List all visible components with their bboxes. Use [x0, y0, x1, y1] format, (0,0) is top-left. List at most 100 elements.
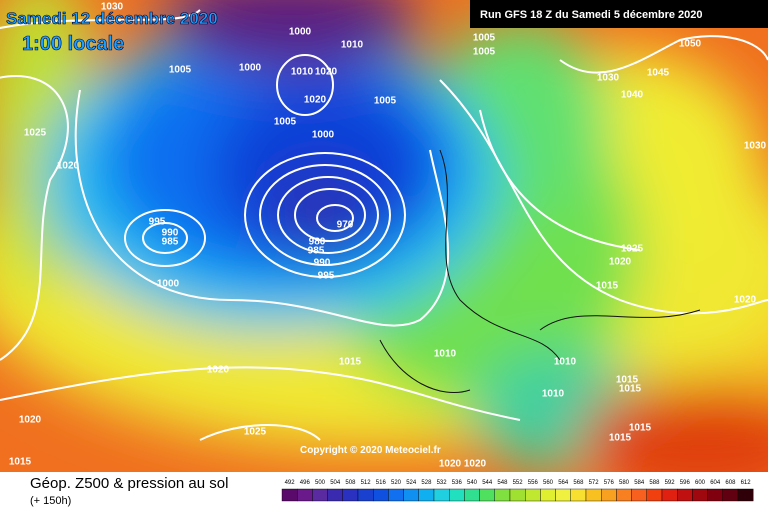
- isobar-label: 1015: [609, 433, 632, 444]
- isobar-label: 1005: [169, 65, 192, 76]
- isobar-label: 1020: [439, 459, 462, 470]
- isobar-label: 1030: [101, 2, 124, 13]
- scale-swatch: [373, 488, 389, 502]
- scale-swatch: [570, 488, 587, 502]
- isobar-label: 970: [337, 220, 354, 231]
- scale-label: 588: [649, 480, 660, 486]
- scale-label: 596: [680, 480, 691, 486]
- isobar-label: 980: [309, 237, 326, 248]
- run: Run GFS 18 Z du Samedi 5 décembre 2020: [480, 9, 703, 21]
- scale-label: 600: [695, 480, 706, 486]
- scale-swatch: [601, 488, 617, 502]
- scale-label: 580: [619, 480, 630, 486]
- field: 9901030100010101005100510051000101010201…: [0, 0, 768, 472]
- isobar-label: 1015: [339, 357, 362, 368]
- scale-label: 604: [710, 480, 721, 486]
- scale-label: 528: [421, 480, 432, 486]
- isobar-label: 995: [149, 217, 166, 228]
- isobar-label: 1010: [341, 40, 364, 51]
- scale-swatch: [464, 488, 480, 502]
- scale-swatch: [479, 488, 496, 502]
- scale-label: 496: [300, 480, 311, 486]
- scale-label: 548: [497, 480, 508, 486]
- scale-label: 504: [330, 480, 341, 486]
- scale-swatch: [707, 488, 723, 502]
- scale-swatch: [449, 488, 465, 502]
- footer-lead: (+ 150h): [30, 495, 71, 507]
- isobar-label: 1025: [244, 427, 267, 438]
- isobar-label: 1010: [291, 67, 314, 78]
- scale-swatch: [677, 488, 693, 502]
- isobar-label: 1015: [619, 384, 642, 395]
- isobar-label: 1030: [744, 141, 767, 152]
- isobar-label: 1015: [629, 423, 652, 434]
- isobar-label: 995: [318, 271, 335, 282]
- isobar-label: 1010: [434, 349, 457, 360]
- isobar-label: 1005: [274, 117, 297, 128]
- scale-label: 516: [376, 480, 387, 486]
- isobar-label: 1025: [621, 244, 644, 255]
- scale-swatch: [312, 488, 328, 502]
- isobar-label: 1020: [57, 161, 80, 172]
- scale-label: 572: [589, 480, 600, 486]
- scale-swatch: [327, 488, 344, 502]
- scale-label: 564: [558, 480, 569, 486]
- scale-label: 568: [573, 480, 584, 486]
- scale-swatch: [357, 488, 374, 502]
- isobar-label: 1020: [734, 295, 757, 306]
- isobar-label: 1020: [315, 67, 338, 78]
- scale-label: 592: [665, 480, 676, 486]
- isobar-label: 1005: [374, 96, 397, 107]
- isobar-label: 985: [162, 237, 179, 248]
- scale-swatch: [631, 488, 647, 502]
- isobar-label: 990: [314, 258, 331, 269]
- scale-label: 532: [437, 480, 448, 486]
- scale-swatch: [555, 488, 571, 502]
- scale-label: 544: [482, 480, 493, 486]
- scale-swatch: [509, 488, 526, 502]
- scale-label: 608: [725, 480, 736, 486]
- run-box: [470, 0, 768, 28]
- isobar-label: 1000: [239, 63, 262, 74]
- time: 1:00 locale: [22, 33, 124, 55]
- scale-swatch: [616, 488, 632, 502]
- scale-label: 560: [543, 480, 554, 486]
- scale-swatch: [281, 488, 298, 502]
- isobar-label: 1020: [304, 95, 327, 106]
- isobar-label: 1000: [289, 27, 312, 38]
- isobar-label: 1020: [609, 257, 632, 268]
- scale-swatch: [388, 488, 404, 502]
- isobar-label: 1045: [647, 68, 670, 79]
- isobar-label: 1005: [473, 33, 496, 44]
- isobar-label: 1030: [597, 73, 620, 84]
- isobar-label: 1015: [9, 457, 32, 468]
- scale-label: 512: [361, 480, 372, 486]
- isobar-label: 1010: [554, 357, 577, 368]
- scale-swatch: [494, 488, 511, 502]
- isobar-label: 1000: [157, 279, 180, 290]
- isobar-label: 1025: [24, 128, 47, 139]
- isobar-label: 1020: [207, 365, 230, 376]
- scale-label: 576: [604, 480, 615, 486]
- isobar-label: 990: [162, 228, 179, 239]
- scale-label: 552: [513, 480, 524, 486]
- scale-swatch: [433, 488, 450, 502]
- scale-label: 556: [528, 480, 539, 486]
- scale-label: 508: [345, 480, 356, 486]
- isobar-label: 1020: [464, 459, 487, 470]
- scale-label: 520: [391, 480, 402, 486]
- isobar-label: 1000: [312, 130, 335, 141]
- isobar-label: 1015: [616, 375, 639, 386]
- isobar-label: 985: [308, 246, 325, 257]
- isobar-label: 1020: [19, 415, 42, 426]
- scale-swatch: [342, 488, 359, 502]
- isobar-label: 1040: [621, 90, 644, 101]
- scale-label: 536: [452, 480, 463, 486]
- date: Samedi 12 décembre 2020: [6, 9, 218, 28]
- isobar-label: 1050: [679, 39, 702, 50]
- scale-label: 612: [741, 480, 752, 486]
- scale-swatch: [737, 488, 754, 502]
- scale-swatch: [585, 488, 602, 502]
- isobar-label: 1015: [596, 281, 619, 292]
